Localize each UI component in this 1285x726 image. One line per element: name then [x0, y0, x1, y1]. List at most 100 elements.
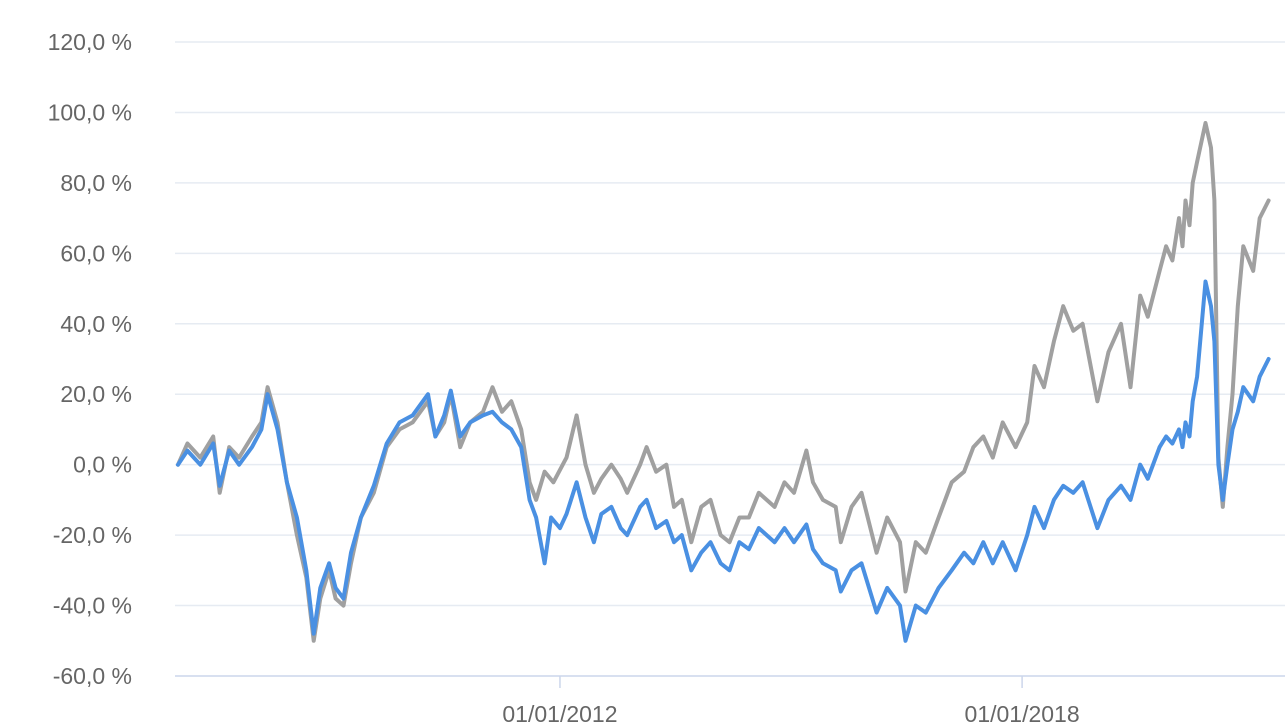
data-point	[198, 456, 202, 460]
data-point	[349, 551, 353, 555]
data-point	[971, 445, 975, 449]
data-point	[924, 611, 928, 615]
data-point	[481, 410, 485, 414]
series-2	[176, 279, 1271, 643]
data-point	[1230, 427, 1235, 432]
data-point	[1258, 216, 1262, 220]
data-point	[727, 568, 732, 572]
data-point	[1236, 410, 1240, 414]
data-point	[903, 589, 908, 594]
data-point	[645, 445, 649, 449]
data-point	[937, 586, 941, 590]
data-point	[839, 589, 843, 594]
data-point	[1266, 357, 1271, 361]
x-axis-tick-labels: 01/01/2012 01/01/2018	[502, 701, 1079, 726]
data-point	[411, 420, 415, 424]
y-tick-label: 20,0 %	[60, 381, 132, 407]
data-point	[481, 413, 485, 417]
data-point	[1146, 477, 1150, 481]
data-point	[1013, 568, 1018, 572]
data-point	[609, 463, 614, 467]
data-point	[564, 456, 569, 460]
data-point	[549, 515, 553, 520]
data-point	[885, 515, 889, 520]
data-point	[689, 568, 693, 572]
data-point	[227, 445, 231, 449]
data-point	[1183, 420, 1188, 424]
data-point	[285, 480, 289, 484]
data-point	[1119, 322, 1123, 326]
data-point	[719, 533, 723, 537]
data-point	[449, 389, 453, 393]
data-point	[937, 515, 941, 520]
data-point	[1187, 434, 1192, 439]
data-point	[1001, 540, 1005, 544]
data-point	[1061, 304, 1065, 308]
data-point	[1119, 484, 1123, 488]
data-point	[265, 385, 270, 389]
data-point	[772, 505, 777, 509]
data-point	[599, 477, 603, 481]
data-point	[575, 480, 579, 484]
data-point	[625, 533, 629, 537]
x-tick-label: 01/01/2012	[502, 701, 617, 726]
data-point	[583, 515, 588, 520]
data-point	[638, 505, 642, 509]
data-point	[265, 392, 270, 396]
data-point	[490, 385, 495, 389]
data-point	[1146, 315, 1150, 319]
data-point	[372, 484, 376, 488]
data-point	[1095, 526, 1099, 530]
x-tick-label: 01/01/2018	[965, 701, 1080, 726]
data-point	[312, 632, 316, 636]
data-point	[519, 427, 523, 432]
data-point	[185, 441, 190, 446]
data-point	[645, 498, 649, 502]
data-point	[1001, 420, 1005, 424]
data-point	[312, 639, 316, 643]
data-point	[699, 505, 703, 509]
data-point	[227, 448, 231, 453]
data-point	[625, 491, 629, 495]
data-point	[950, 480, 954, 484]
data-point	[1032, 505, 1037, 509]
data-point	[1081, 480, 1085, 484]
data-point	[458, 434, 462, 439]
data-point	[583, 463, 588, 467]
x-axis	[175, 675, 1285, 688]
data-point	[397, 420, 402, 424]
data-point	[1195, 375, 1199, 379]
series-group	[176, 121, 1271, 643]
data-point	[211, 441, 215, 446]
data-point	[991, 456, 995, 460]
data-point	[1032, 364, 1037, 368]
data-point	[680, 498, 684, 502]
data-point	[719, 561, 723, 565]
data-point	[859, 491, 864, 495]
data-point	[1128, 385, 1133, 389]
data-point	[1157, 445, 1162, 449]
data-point	[1212, 198, 1216, 203]
y-tick-label: 120,0 %	[48, 29, 132, 55]
data-point	[782, 480, 787, 484]
data-point	[1209, 146, 1213, 150]
data-point	[680, 533, 684, 537]
data-point	[991, 561, 995, 565]
data-point	[558, 526, 562, 530]
data-point	[1042, 385, 1046, 389]
data-point	[1164, 434, 1168, 439]
data-point	[327, 561, 331, 565]
data-point	[334, 586, 338, 590]
data-point	[564, 512, 569, 516]
data-point	[1180, 244, 1185, 248]
data-point	[592, 491, 596, 495]
data-point	[962, 470, 966, 474]
data-point	[1241, 385, 1245, 389]
y-tick-label: -40,0 %	[53, 593, 132, 619]
data-point	[385, 441, 389, 446]
data-point	[1191, 181, 1195, 185]
data-point	[804, 522, 809, 527]
y-tick-label: 100,0 %	[48, 99, 132, 125]
data-point	[1187, 223, 1192, 227]
data-point	[599, 512, 603, 516]
